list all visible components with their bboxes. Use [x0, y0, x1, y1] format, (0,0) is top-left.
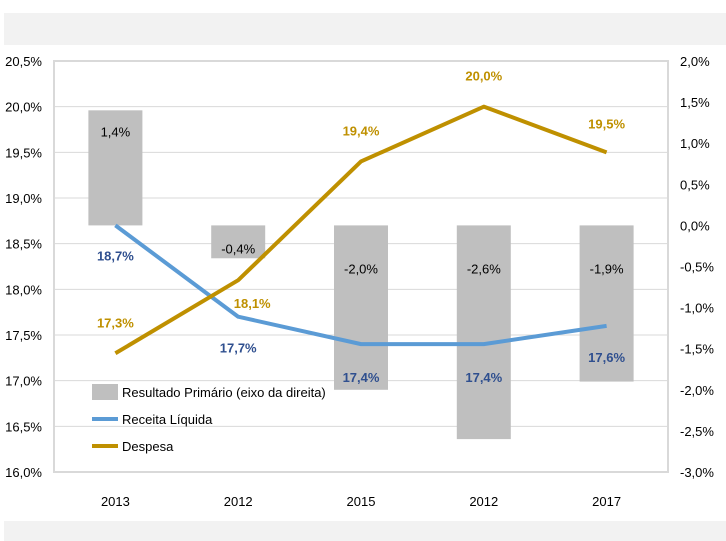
left-tick-label: 18,0% — [5, 282, 42, 297]
left-tick-label: 17,0% — [5, 374, 42, 389]
bar-data-label: -2,6% — [467, 261, 501, 276]
bar-data-label: -0,4% — [221, 241, 255, 256]
legend-label: Despesa — [122, 439, 174, 454]
right-tick-label: 1,5% — [680, 95, 710, 110]
bar-resultado-primario — [88, 110, 143, 226]
x-tick-label: 2012 — [469, 494, 498, 509]
right-tick-label: 1,0% — [680, 136, 710, 151]
plot-border — [53, 60, 669, 473]
left-tick-label: 19,0% — [5, 191, 42, 206]
left-tick-label: 16,5% — [5, 419, 42, 434]
left-tick-label: 20,5% — [5, 54, 42, 69]
bar-resultado-primario — [579, 225, 634, 382]
right-tick-label: -3,0% — [680, 465, 714, 480]
x-tick-label: 2012 — [224, 494, 253, 509]
top-band — [4, 13, 726, 45]
bar-data-label: -1,9% — [590, 261, 624, 276]
left-tick-label: 17,5% — [5, 328, 42, 343]
left-tick-label: 20,0% — [5, 100, 42, 115]
bar-data-label: -2,0% — [344, 261, 378, 276]
right-tick-label: -1,5% — [680, 342, 714, 357]
x-tick-label: 2013 — [101, 494, 130, 509]
line-data-label: 19,4% — [343, 123, 380, 138]
line-data-label: 17,4% — [343, 370, 380, 385]
right-tick-label: -1,0% — [680, 301, 714, 316]
legend-label: Resultado Primário (eixo da direita) — [122, 385, 326, 400]
left-tick-label: 19,5% — [5, 145, 42, 160]
line-data-label: 19,5% — [588, 116, 625, 131]
bottom-band — [4, 521, 726, 541]
bar-resultado-primario — [456, 225, 511, 440]
bar-data-label: 1,4% — [101, 124, 131, 139]
right-tick-label: -2,0% — [680, 383, 714, 398]
line-data-label: 17,4% — [465, 370, 502, 385]
line-data-label: 18,7% — [97, 248, 134, 263]
line-despesa — [114, 104, 608, 355]
bar-resultado-primario — [211, 225, 266, 259]
line-data-label: 20,0% — [465, 69, 502, 84]
legend-label: Receita Líquida — [122, 412, 213, 427]
right-tick-label: 0,0% — [680, 218, 710, 233]
x-tick-label: 2015 — [347, 494, 376, 509]
right-tick-label: 2,0% — [680, 54, 710, 69]
line-data-label: 18,1% — [234, 296, 271, 311]
right-tick-label: -0,5% — [680, 260, 714, 275]
legend-swatch-bar — [92, 384, 118, 400]
line-data-label: 17,3% — [97, 315, 134, 330]
x-tick-label: 2017 — [592, 494, 621, 509]
line-receita-liquida — [114, 223, 607, 347]
bar-resultado-primario — [334, 225, 388, 390]
right-tick-label: -2,5% — [680, 424, 714, 439]
left-tick-label: 16,0% — [5, 465, 42, 480]
right-tick-label: 0,5% — [680, 177, 710, 192]
left-tick-label: 18,5% — [5, 237, 42, 252]
line-data-label: 17,7% — [220, 341, 257, 356]
line-data-label: 17,6% — [588, 350, 625, 365]
